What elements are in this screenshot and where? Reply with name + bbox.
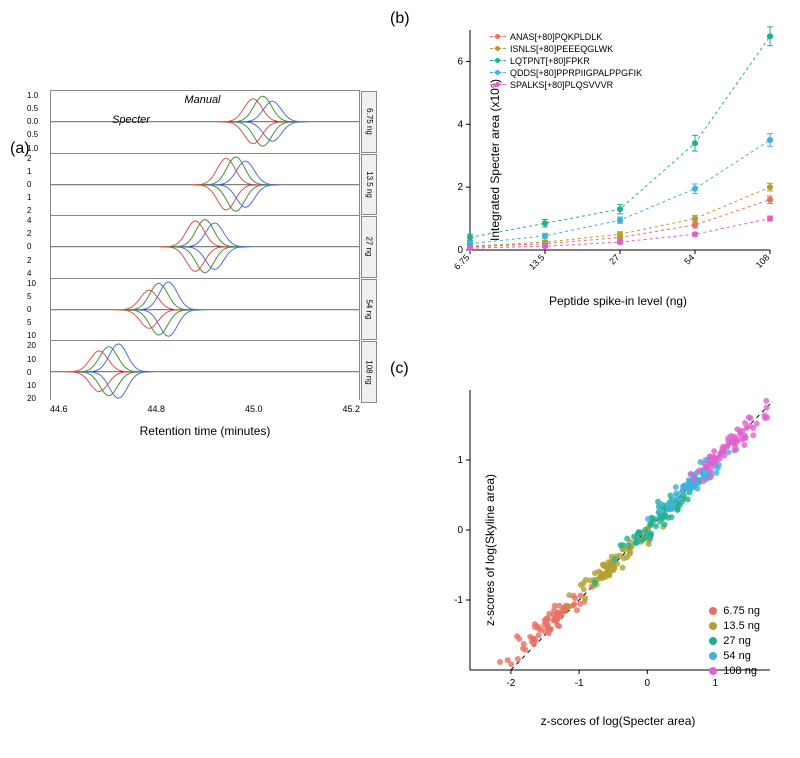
panel-b-label: (b) <box>390 10 410 28</box>
legend-item: 54 ng <box>709 650 760 662</box>
panel-a-yticks: 201001020 <box>27 341 36 403</box>
panel-a-subplot: 4202427 ng <box>51 216 359 279</box>
panel-a-strip: 27 ng <box>361 216 377 278</box>
panel-a-strip: 6.75 ng <box>361 91 377 153</box>
panel-b-ylabel: Integrated Specter area (x10⁹) <box>488 79 502 241</box>
panel-a-strip: 13.5 ng <box>361 154 377 216</box>
legend-item: LQTPNT[+80]FPKR <box>490 56 642 66</box>
legend-item: ISNLS[+80]PEEEQGLWK <box>490 44 642 54</box>
panel-a-strip: 54 ng <box>361 279 377 341</box>
svg-text:0: 0 <box>644 678 650 689</box>
panel-a: Total ion intensity (x10⁷) 1.00.50.00.51… <box>50 90 360 400</box>
panel-b-legend: ANAS[+80]PQKPLDLK ISNLS[+80]PEEEQGLWK LQTP… <box>490 32 642 92</box>
manual-annotation: Manual <box>184 94 220 106</box>
panel-c-ylabel: z-scores of log(Skyline area) <box>483 474 497 626</box>
panel-a-yticks: 1.00.50.00.51.0 <box>27 91 38 153</box>
panel-a-yticks: 42024 <box>27 216 31 278</box>
panel-a-subplot: 2101213.5 ng <box>51 154 359 217</box>
legend-item: 13.5 ng <box>709 620 760 632</box>
svg-text:2: 2 <box>457 182 463 193</box>
svg-text:6: 6 <box>457 56 463 67</box>
legend-item: SPALKS[+80]PLQSVVVR <box>490 80 642 90</box>
panel-a-subplots: 1.00.50.00.51.06.75 ng2101213.5 ng420242… <box>50 90 360 400</box>
panel-a-yticks: 21012 <box>27 154 31 216</box>
panel-b: 02466.7513.52754108 Integrated Specter a… <box>420 20 780 300</box>
legend-item: ANAS[+80]PQKPLDLK <box>490 32 642 42</box>
svg-text:-1: -1 <box>575 678 584 689</box>
svg-text:-2: -2 <box>506 678 515 689</box>
panel-c-xlabel: z-scores of log(Specter area) <box>541 714 696 728</box>
panel-a-yticks: 1050510 <box>27 279 36 341</box>
panel-a-strip: 108 ng <box>361 341 377 403</box>
specter-annotation: Specter <box>112 114 150 126</box>
legend-item: QDDS[+80]PPRPIIGPALPPGFIK <box>490 68 642 78</box>
figure-container: (a) Total ion intensity (x10⁷) 1.00.50.0… <box>10 10 790 748</box>
panel-a-subplot: 201001020108 ng <box>51 341 359 403</box>
svg-text:13.5: 13.5 <box>527 252 546 271</box>
svg-text:108: 108 <box>754 252 772 270</box>
panel-a-xlabel: Retention time (minutes) <box>140 424 271 438</box>
panel-a-subplot: 105051054 ng <box>51 279 359 342</box>
legend-item: 108 ng <box>709 665 760 677</box>
svg-text:6.75: 6.75 <box>452 252 471 271</box>
panel-c-label: (c) <box>390 360 409 378</box>
panel-c-legend: 6.75 ng 13.5 ng 27 ng 54 ng 108 ng <box>709 605 760 680</box>
svg-text:1: 1 <box>457 455 463 466</box>
panel-c: -101-2-101 z-scores of log(Skyline area)… <box>420 380 780 720</box>
panel-a-xticks: 44.644.845.045.2 <box>50 404 360 414</box>
svg-text:4: 4 <box>457 119 463 130</box>
svg-text:54: 54 <box>682 252 696 266</box>
svg-text:-1: -1 <box>454 595 463 606</box>
legend-item: 27 ng <box>709 635 760 647</box>
legend-item: 6.75 ng <box>709 605 760 617</box>
svg-text:27: 27 <box>607 252 621 266</box>
panel-b-xlabel: Peptide spike-in level (ng) <box>549 294 687 308</box>
svg-text:0: 0 <box>457 525 463 536</box>
